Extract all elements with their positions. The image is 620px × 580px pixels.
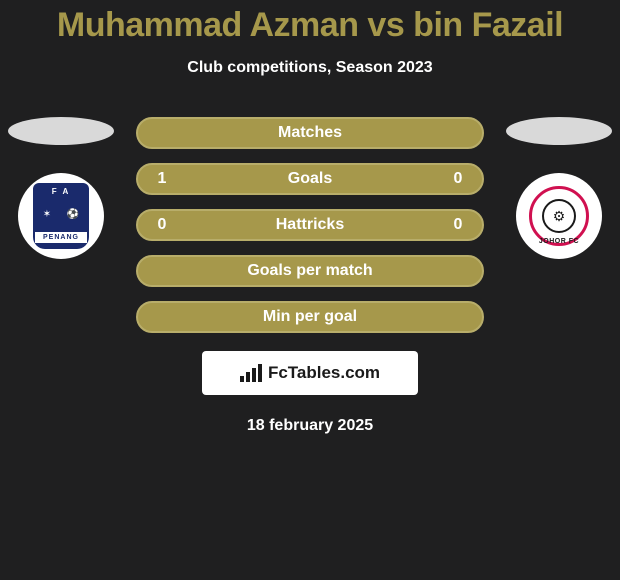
stats-column: Matches 1 Goals 0 0 Hattricks 0 Goals pe… (136, 117, 484, 333)
stat-label: Goals (172, 170, 448, 188)
logo-text: FcTables.com (268, 363, 380, 383)
stat-right-value: 0 (448, 216, 468, 234)
left-club-badge: F A ✶ ⚽ PENANG (18, 173, 104, 259)
penang-top-text: F A (52, 187, 71, 196)
page-title: Muhammad Azman vs bin Fazail (57, 6, 563, 45)
stat-row-hattricks: 0 Hattricks 0 (136, 209, 484, 241)
right-club-badge: ⚙ JOHOR FC (516, 173, 602, 259)
ball-icon: ⚽ (67, 209, 79, 220)
johor-label: JOHOR FC (539, 238, 579, 245)
stat-row-goals-per-match: Goals per match (136, 255, 484, 287)
penang-bottom-text: PENANG (35, 232, 87, 243)
date-label: 18 february 2025 (247, 417, 373, 435)
player-photo-placeholder-left (8, 117, 114, 145)
player-photo-placeholder-right (506, 117, 612, 145)
johor-badge-icon: ⚙ JOHOR FC (529, 186, 589, 246)
johor-gear-icon: ⚙ (542, 199, 576, 233)
stat-row-matches: Matches (136, 117, 484, 149)
stat-label: Min per goal (172, 308, 448, 326)
stat-label: Hattricks (172, 216, 448, 234)
stat-label: Goals per match (172, 262, 448, 280)
star-icon: ✶ (43, 209, 51, 220)
stat-right-value: 0 (448, 170, 468, 188)
fctables-logo: FcTables.com (202, 351, 418, 395)
stat-label: Matches (172, 124, 448, 142)
penang-icons: ✶ ⚽ (35, 209, 87, 220)
bar-chart-icon (240, 364, 262, 382)
comparison-card: Muhammad Azman vs bin Fazail Club compet… (0, 0, 620, 435)
stat-row-goals: 1 Goals 0 (136, 163, 484, 195)
subtitle: Club competitions, Season 2023 (187, 59, 432, 77)
stat-left-value: 1 (152, 170, 172, 188)
penang-shield-icon: F A ✶ ⚽ PENANG (33, 183, 89, 249)
right-side: ⚙ JOHOR FC (506, 117, 612, 259)
left-side: F A ✶ ⚽ PENANG (8, 117, 114, 259)
stat-row-min-per-goal: Min per goal (136, 301, 484, 333)
content-row: F A ✶ ⚽ PENANG Matches 1 Goals 0 (0, 117, 620, 333)
stat-left-value: 0 (152, 216, 172, 234)
